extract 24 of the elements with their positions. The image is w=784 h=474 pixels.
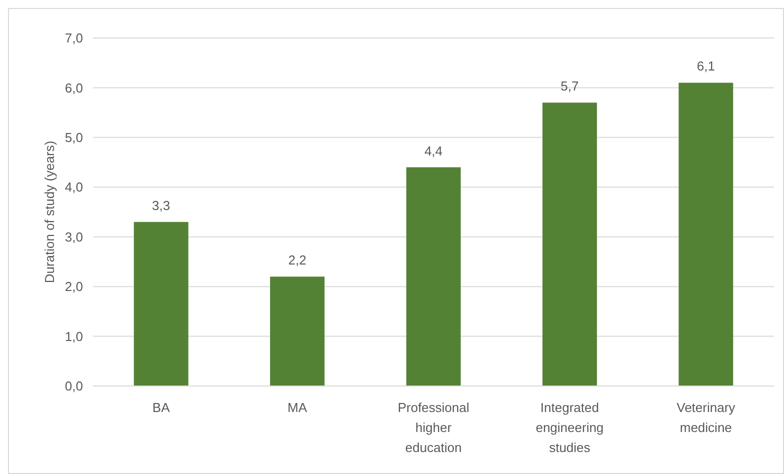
data-label: 6,1: [696, 58, 715, 74]
x-tick-label: Veterinary medicine: [676, 400, 736, 435]
x-tick-label: Professional higher education: [398, 400, 470, 455]
bar: [542, 102, 597, 386]
bar: [406, 167, 461, 386]
y-tick-label: 6,0: [64, 80, 83, 96]
x-tick-label: MA: [288, 400, 308, 415]
y-tick-label: 5,0: [64, 130, 83, 145]
data-label: 2,2: [288, 252, 306, 268]
y-tick-label: 4,0: [64, 180, 83, 195]
data-label: 3,3: [152, 198, 170, 213]
bar: [134, 222, 188, 386]
y-tick-label: 2,0: [64, 279, 83, 294]
y-axis-title: Duration of study (years): [42, 140, 57, 284]
x-tick-label: Integrated engineering studies: [536, 400, 604, 455]
bar: [678, 82, 734, 386]
y-tick-label: 3,0: [64, 229, 83, 244]
y-tick-label: 7,0: [64, 30, 83, 46]
x-tick-label: BA: [152, 400, 170, 415]
y-tick-label: 0,0: [64, 378, 83, 394]
y-tick-label: 1,0: [64, 328, 83, 344]
data-label: 4,4: [424, 143, 443, 158]
data-label: 5,7: [560, 78, 579, 94]
bar: [270, 276, 325, 386]
